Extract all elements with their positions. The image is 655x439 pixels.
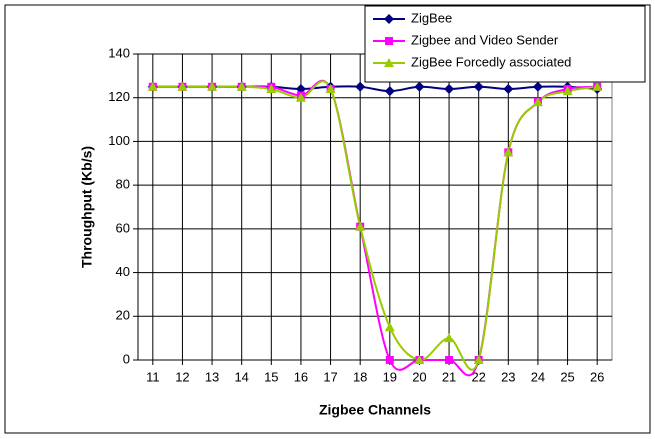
marker — [532, 97, 543, 107]
marker — [444, 333, 455, 343]
marker — [473, 355, 484, 364]
x-tick-label: 15 — [264, 369, 278, 384]
marker — [503, 147, 514, 157]
x-tick-label: 17 — [323, 369, 337, 384]
x-tick-label: 25 — [560, 369, 574, 384]
marker — [473, 81, 484, 92]
marker — [562, 86, 573, 96]
x-tick-label: 21 — [442, 369, 456, 384]
x-tick-label: 18 — [353, 369, 367, 384]
marker — [325, 83, 336, 93]
x-tick-label: 14 — [234, 369, 248, 384]
y-tick-label: 140 — [108, 45, 130, 60]
x-tick-label: 16 — [294, 369, 308, 384]
legend-box — [364, 5, 646, 83]
marker — [207, 81, 218, 91]
marker — [177, 81, 188, 91]
x-tick-label: 26 — [590, 369, 604, 384]
marker — [503, 83, 514, 94]
marker — [444, 83, 455, 94]
marker — [295, 83, 306, 94]
marker — [532, 81, 543, 92]
y-tick-label: 120 — [108, 89, 130, 104]
marker — [385, 356, 394, 364]
marker — [384, 58, 394, 67]
marker — [355, 81, 366, 92]
legend-label: ZigBee — [411, 10, 452, 25]
y-tick-label: 60 — [116, 220, 130, 235]
marker — [592, 81, 603, 91]
legend-label: ZigBee Forcedly associated — [411, 54, 571, 69]
marker — [384, 322, 395, 332]
y-tick-label: 20 — [116, 308, 130, 323]
x-tick-label: 23 — [501, 369, 515, 384]
x-tick-label: 22 — [471, 369, 485, 384]
y-tick-label: 0 — [123, 351, 130, 366]
marker — [384, 86, 395, 97]
marker — [236, 81, 247, 91]
x-tick-label: 11 — [146, 369, 160, 384]
marker — [147, 81, 158, 91]
marker — [384, 14, 394, 24]
marker — [385, 37, 393, 45]
y-tick-label: 80 — [116, 177, 130, 192]
legend-label: Zigbee and Video Sender — [411, 32, 559, 47]
x-tick-label: 24 — [531, 369, 545, 384]
x-tick-label: 12 — [175, 369, 189, 384]
x-tick-label: 20 — [412, 369, 426, 384]
marker — [445, 356, 454, 364]
x-tick-label: 19 — [383, 369, 397, 384]
marker — [355, 221, 366, 231]
x-axis-title: Zigbee Channels — [319, 402, 431, 418]
marker — [414, 81, 425, 92]
plot-area — [137, 53, 613, 361]
y-tick-label: 40 — [116, 264, 130, 279]
y-tick-label: 100 — [108, 133, 130, 148]
marker — [295, 92, 306, 102]
marker — [414, 355, 425, 364]
y-axis-title: Throughput (Kb/s) — [79, 146, 95, 268]
marker — [266, 83, 277, 93]
x-tick-label: 13 — [205, 369, 219, 384]
